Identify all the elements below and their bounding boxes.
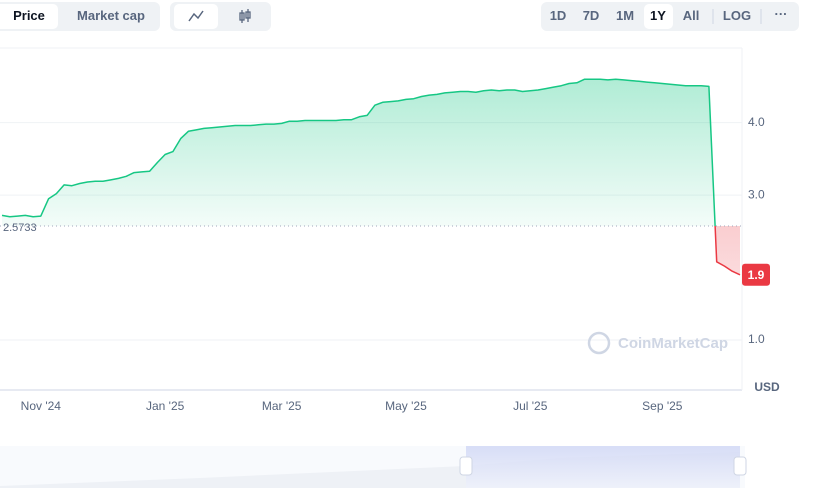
x-tick-label: Mar '25 xyxy=(262,399,302,413)
y-tick-label: 1.0 xyxy=(748,332,765,346)
y-tick-label: 3.0 xyxy=(748,187,765,201)
watermark: CoinMarketCap xyxy=(618,335,728,352)
candle-icon[interactable] xyxy=(239,9,251,23)
tab[interactable]: Market cap xyxy=(77,8,145,23)
x-tick-label: Jul '25 xyxy=(513,399,548,413)
watermark-logo xyxy=(587,331,611,355)
navigator-selection[interactable] xyxy=(466,446,740,488)
navigator-handle[interactable] xyxy=(733,456,747,476)
x-tick-label: Jan '25 xyxy=(146,399,185,413)
range-button[interactable]: 7D xyxy=(583,8,600,23)
navigator-handle[interactable] xyxy=(459,456,473,476)
range-button[interactable]: 1Y xyxy=(650,8,666,23)
unit-label: USD xyxy=(754,380,780,394)
x-tick-label: Nov '24 xyxy=(21,399,62,413)
area-fill xyxy=(2,79,740,275)
x-tick-label: May '25 xyxy=(385,399,427,413)
y-tick-label: 4.0 xyxy=(748,115,765,129)
range-button[interactable]: 1M xyxy=(616,8,634,23)
x-tick-label: Sep '25 xyxy=(642,399,683,413)
price-line xyxy=(1,78,741,276)
reference-label: 2.5733 xyxy=(3,222,37,234)
current-price-badge xyxy=(742,263,770,286)
active-range xyxy=(644,4,673,29)
more-button[interactable]: ··· xyxy=(775,6,788,21)
plot-area: 1.0 3.0 4.0 Nov '24 Jan '25 Mar '25 May '25 Jul… xyxy=(0,78,770,413)
range-button[interactable]: 1D xyxy=(550,8,567,23)
line-icon xyxy=(188,10,204,22)
tab[interactable]: Price xyxy=(13,8,45,23)
current-price-label: 1.9 xyxy=(748,268,765,282)
active-tab xyxy=(0,4,58,29)
log-button[interactable]: LOG xyxy=(723,8,751,23)
range-button[interactable]: All xyxy=(683,8,700,23)
